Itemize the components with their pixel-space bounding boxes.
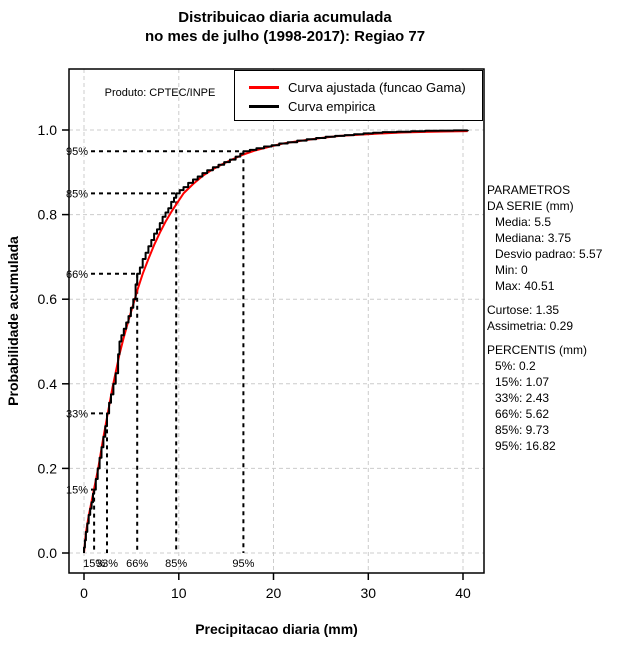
percentile-left-label: 33%: [66, 408, 88, 420]
stat-media: Media: 5.5: [495, 215, 552, 229]
plot-frame: [68, 68, 485, 574]
percentil-95: 95%: 16.82: [495, 439, 556, 453]
y-tick-label: 0.2: [38, 460, 58, 476]
y-tick-label: 1.0: [38, 122, 58, 138]
percentile-bottom-label: 15%: [83, 558, 105, 570]
percentile-bottom-label: 33%: [96, 558, 118, 570]
chart-title-line1: Distribuicao diaria acumulada: [178, 9, 392, 26]
percentil-5: 5%: 0.2: [495, 359, 536, 373]
stats-header-line2: DA SERIE (mm): [487, 199, 574, 213]
percentis-header: PERCENTIS (mm): [487, 343, 587, 357]
stat-assimetria: Assimetria: 0.29: [487, 319, 574, 333]
percentil-15: 15%: 1.07: [495, 375, 550, 389]
product-annotation: Produto: CPTEC/INPE: [104, 87, 216, 99]
percentile-bottom-label: 66%: [126, 558, 148, 570]
legend-entry-empirical: Curva empirica: [249, 97, 482, 116]
stat-desvio-padrao: Desvio padrao: 5.57: [495, 247, 603, 261]
stats-header-line1: PARAMETROS: [487, 183, 571, 197]
y-tick-label: 0.0: [38, 545, 58, 561]
stat-min: Min: 0: [495, 263, 528, 277]
legend-label-empirical: Curva empirica: [288, 99, 376, 114]
percentile-bottom-label: 85%: [165, 558, 187, 570]
percentile-left-label: 66%: [66, 269, 88, 281]
percentile-left-label: 15%: [66, 485, 88, 497]
chart-title-line2: no mes de julho (1998-2017): Regiao 77: [144, 28, 426, 45]
y-tick-label: 0.6: [38, 291, 58, 307]
y-tick-label: 0.4: [38, 376, 58, 392]
percentile-left-label: 95%: [66, 146, 88, 158]
percentile-left-label: 85%: [66, 188, 88, 200]
x-axis-title: Precipitacao diaria (mm): [195, 621, 358, 637]
legend-entry-gamma: Curva ajustada (funcao Gama): [249, 78, 482, 97]
chart-title: Distribuicao diaria acumulada no mes de …: [60, 8, 510, 46]
percentil-85: 85%: 9.73: [495, 423, 550, 437]
stat-max: Max: 40.51: [495, 279, 555, 293]
legend-label-gamma: Curva ajustada (funcao Gama): [288, 80, 466, 95]
x-tick-label: 30: [361, 585, 377, 601]
empirical-line-swatch: [249, 105, 279, 108]
empirical-curve: [83, 129, 469, 553]
percentile-bottom-label: 95%: [232, 558, 254, 570]
legend: Curva ajustada (funcao Gama) Curva empir…: [234, 70, 483, 121]
stat-curtose: Curtose: 1.35: [487, 303, 560, 317]
stats-panel: PARAMETROS DA SERIE (mm) Media: 5.5 Medi…: [487, 182, 639, 454]
y-tick-label: 0.8: [38, 207, 58, 223]
y-axis-title: Probabilidade acumulada: [5, 236, 21, 406]
percentil-66: 66%: 5.62: [495, 407, 550, 421]
x-tick-label: 40: [455, 585, 471, 601]
x-tick-label: 0: [80, 585, 88, 601]
percentil-33: 33%: 2.43: [495, 391, 550, 405]
stat-mediana: Mediana: 3.75: [495, 231, 572, 245]
x-tick-label: 10: [171, 585, 187, 601]
gamma-line-swatch: [249, 86, 279, 89]
x-tick-label: 20: [266, 585, 282, 601]
